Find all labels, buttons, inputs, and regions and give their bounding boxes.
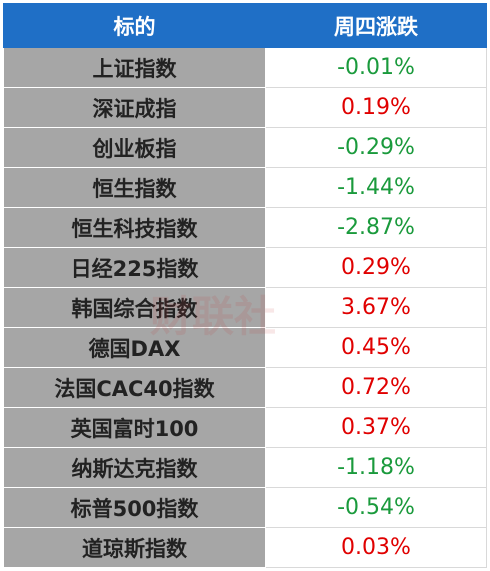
row: 法国CAC40指数 0.72% xyxy=(3,367,487,408)
index-table: 标的 周四涨跌 上证指数 -0.01% 深证成指 0.19% 创业板指 -0.29% 恒生指… xyxy=(3,3,487,568)
row: 道琼斯指数 0.03% xyxy=(3,527,487,568)
index-name: 标普500指数 xyxy=(3,487,266,528)
row: 恒生指数 -1.44% xyxy=(3,167,487,208)
index-name: 上证指数 xyxy=(3,47,266,88)
change-value: 3.67% xyxy=(265,287,487,328)
row: 韩国综合指数 3.67% xyxy=(3,287,487,328)
change-value: 0.45% xyxy=(265,327,487,368)
change-value: -0.01% xyxy=(265,47,487,88)
index-name: 恒生科技指数 xyxy=(3,207,266,248)
change-value: -2.87% xyxy=(265,207,487,248)
header-cell: 周四涨跌 xyxy=(265,3,487,48)
table-header: 标的 周四涨跌 xyxy=(3,3,487,48)
row: 英国富时100 0.37% xyxy=(3,407,487,448)
row: 日经225指数 0.29% xyxy=(3,247,487,288)
index-name: 纳斯达克指数 xyxy=(3,447,266,488)
row: 创业板指 -0.29% xyxy=(3,127,487,168)
change-value: -0.29% xyxy=(265,127,487,168)
index-name: 恒生指数 xyxy=(3,167,266,208)
header-row: 标的 周四涨跌 xyxy=(3,3,487,48)
row: 德国DAX 0.45% xyxy=(3,327,487,368)
index-name: 日经225指数 xyxy=(3,247,266,288)
index-name: 道琼斯指数 xyxy=(3,527,266,568)
row: 标普500指数 -0.54% xyxy=(3,487,487,528)
row: 恒生科技指数 -2.87% xyxy=(3,207,487,248)
change-value: 0.29% xyxy=(265,247,487,288)
index-name: 德国DAX xyxy=(3,327,266,368)
table-body: 上证指数 -0.01% 深证成指 0.19% 创业板指 -0.29% 恒生指数 -1.44% 恒… xyxy=(3,47,487,568)
index-name: 英国富时100 xyxy=(3,407,266,448)
change-value: 0.72% xyxy=(265,367,487,408)
change-value: 0.03% xyxy=(265,527,487,568)
change-value: -0.54% xyxy=(265,487,487,528)
change-value: 0.19% xyxy=(265,87,487,128)
index-name: 深证成指 xyxy=(3,87,266,128)
index-name: 法国CAC40指数 xyxy=(3,367,266,408)
index-name: 韩国综合指数 xyxy=(3,287,266,328)
row: 深证成指 0.19% xyxy=(3,87,487,128)
change-value: -1.44% xyxy=(265,167,487,208)
index-name: 创业板指 xyxy=(3,127,266,168)
change-value: -1.18% xyxy=(265,447,487,488)
row: 上证指数 -0.01% xyxy=(3,47,487,88)
row: 纳斯达克指数 -1.18% xyxy=(3,447,487,488)
change-value: 0.37% xyxy=(265,407,487,448)
header-cell: 标的 xyxy=(3,3,266,48)
